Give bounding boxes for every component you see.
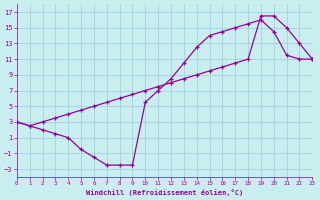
X-axis label: Windchill (Refroidissement éolien,°C): Windchill (Refroidissement éolien,°C) — [86, 189, 243, 196]
